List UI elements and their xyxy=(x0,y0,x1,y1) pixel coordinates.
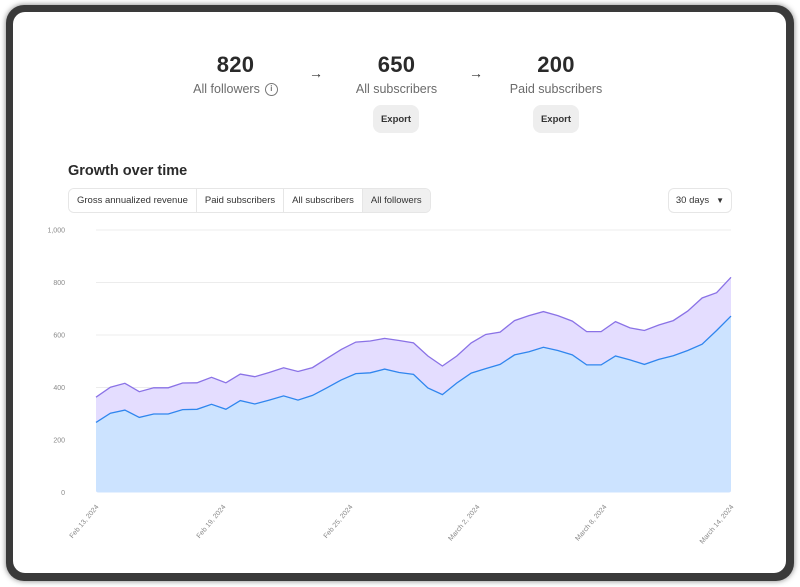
arrow-right-icon: → xyxy=(309,65,323,81)
stat-paid-subscribers: 200 Paid subscribers xyxy=(491,52,621,97)
y-tick-label: 1,000 xyxy=(47,228,65,235)
tab-all-subscribers[interactable]: All subscribers xyxy=(284,189,363,212)
stat-label: Paid subscribers xyxy=(509,82,603,96)
followers-line xyxy=(95,276,732,398)
export-subscribers-button[interactable]: Export xyxy=(373,105,419,133)
x-tick-label: March 2, 2024 xyxy=(447,504,481,543)
subscribers-line xyxy=(95,315,732,423)
info-icon[interactable]: i xyxy=(264,82,278,96)
y-tick-label: 0 xyxy=(61,490,65,497)
y-tick-label: 800 xyxy=(53,280,65,287)
y-tick-label: 200 xyxy=(53,438,65,445)
x-tick-label: Feb 19, 2024 xyxy=(196,504,228,540)
stat-value: 200 xyxy=(537,52,575,77)
date-range-value: 30 days xyxy=(675,195,710,206)
stat-label: All subscribers xyxy=(355,82,438,96)
arrow-right-icon: → xyxy=(469,65,483,81)
stat-all-subscribers: 650 All subscribers xyxy=(344,52,449,97)
x-axis: Feb 13, 2024 Feb 19, 2024 Feb 25, 2024 Marc… xyxy=(69,504,736,546)
export-paid-button[interactable]: Export xyxy=(533,105,579,133)
subscribers-area xyxy=(96,316,731,493)
stat-all-followers: 820 All followers i xyxy=(183,52,288,97)
tab-paid-subscribers[interactable]: Paid subscribers xyxy=(196,189,285,212)
metric-tabs: Gross annualized revenue Paid subscriber… xyxy=(68,188,431,213)
growth-chart: 0 200 400 600 800 1,000 Feb 13, 2024 Feb 19, 2… xyxy=(47,228,736,546)
x-tick-label: March 14, 2024 xyxy=(699,504,736,546)
y-tick-label: 600 xyxy=(53,333,65,340)
y-axis: 0 200 400 600 800 1,000 xyxy=(47,228,65,498)
caret-down-icon: ▼ xyxy=(716,196,725,205)
stat-label: All followers xyxy=(193,82,260,96)
y-tick-label: 400 xyxy=(53,385,65,392)
tab-all-followers[interactable]: All followers xyxy=(362,189,430,212)
x-tick-label: March 8, 2024 xyxy=(574,504,608,543)
stat-value: 820 xyxy=(216,52,255,77)
x-tick-label: Feb 25, 2024 xyxy=(323,504,355,540)
tab-gross-annualized-revenue[interactable]: Gross annualized revenue xyxy=(69,189,197,212)
section-title: Growth over time xyxy=(68,163,188,179)
date-range-select[interactable]: 30 days ▼ xyxy=(668,188,732,213)
stat-value: 650 xyxy=(377,52,416,77)
x-tick-label: Feb 13, 2024 xyxy=(69,504,101,540)
growth-card: 820 All followers i → 650 All subscriber… xyxy=(13,12,786,573)
